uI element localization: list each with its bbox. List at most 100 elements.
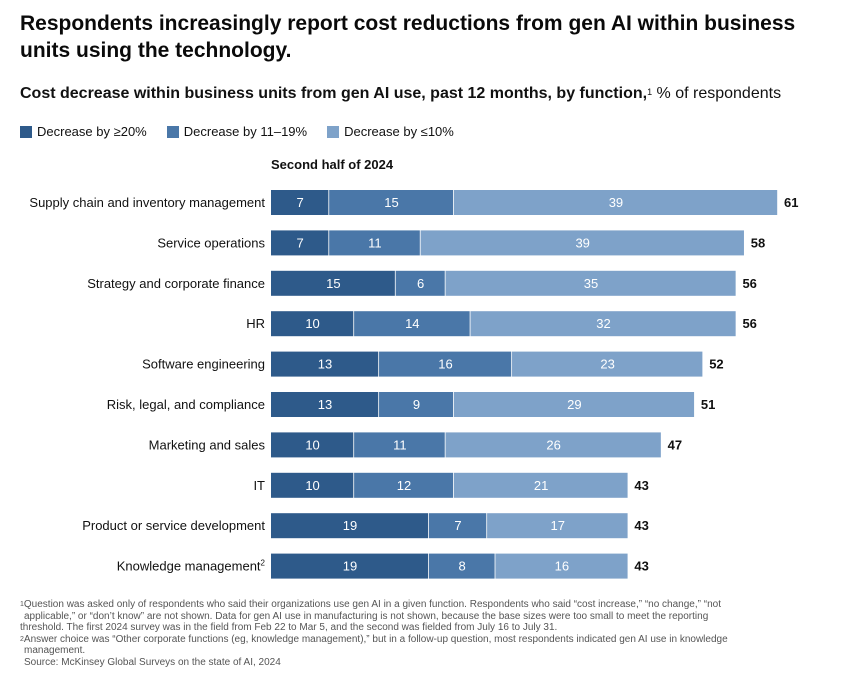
bar-total-label: 43 <box>634 559 648 574</box>
bar-total-label: 56 <box>742 276 756 291</box>
bar-segment <box>420 230 744 256</box>
bar-total-label: 43 <box>634 518 648 533</box>
category-label: Product or service development <box>82 518 265 533</box>
bar-segment <box>445 270 736 296</box>
bar-total-label: 47 <box>668 437 682 452</box>
bar-segment <box>271 351 379 377</box>
bar-value-label: 7 <box>454 518 461 533</box>
bar-value-label: 19 <box>343 559 357 574</box>
bar-segment <box>453 472 628 498</box>
bar-segment <box>453 190 778 215</box>
category-label: HR <box>246 316 265 331</box>
bar-segment <box>428 553 495 579</box>
bar-value-label: 6 <box>417 276 424 291</box>
bar-segment <box>453 392 695 417</box>
bar-total-label: 58 <box>751 235 765 250</box>
subtitle-main: Cost decrease within business units from… <box>20 85 648 102</box>
bar-value-label: 35 <box>584 276 598 291</box>
bar-value-label: 15 <box>326 276 340 291</box>
legend-label: Decrease by 11–19% <box>183 124 308 139</box>
bar-segment <box>271 311 354 337</box>
legend-swatch-light <box>327 126 340 138</box>
legend: Decrease by ≥20% Decrease by 11–19% Decr… <box>20 124 474 140</box>
bar-value-label: 7 <box>296 235 303 250</box>
legend-item-decrease-10-or-less: Decrease by ≤10% <box>327 124 454 140</box>
bar-value-label: 15 <box>384 195 398 210</box>
category-footnote-marker: 2 <box>261 559 266 568</box>
bar-value-label: 11 <box>393 437 407 452</box>
bar-segment <box>271 392 379 417</box>
period-label: Second half of 2024 <box>271 157 394 172</box>
bar-value-label: 21 <box>534 478 548 493</box>
footnote-1-line-3: threshold. The first 2024 survey was in … <box>20 622 558 633</box>
bar-segment <box>379 392 454 417</box>
category-label: IT <box>253 478 265 493</box>
bar-value-label: 12 <box>397 478 411 493</box>
bar-value-label: 7 <box>296 195 303 210</box>
bar-total-label: 43 <box>634 478 648 493</box>
bar-value-label: 26 <box>546 437 560 452</box>
bar-segment <box>487 513 628 539</box>
bar-segment <box>428 513 487 539</box>
bar-segment <box>512 351 703 377</box>
bar-segment <box>271 190 329 215</box>
footnotes: 1Question was asked only of respondents … <box>20 599 820 668</box>
bar-value-label: 10 <box>305 316 319 331</box>
legend-label: Decrease by ≥20% <box>37 124 147 139</box>
bar-value-label: 13 <box>318 357 332 372</box>
category-label: Risk, legal, and compliance <box>107 397 265 412</box>
bar-segment <box>271 270 395 296</box>
bar-value-label: 17 <box>551 518 565 533</box>
footnote-1-line-1: Question was asked only of respondents w… <box>23 599 721 610</box>
bar-segment <box>329 190 454 215</box>
footnote-2-line-1: Answer choice was “Other corporate funct… <box>23 633 728 645</box>
footnote-2-marker: 2 <box>20 635 24 643</box>
bar-segment <box>271 230 329 256</box>
bar-segment <box>271 553 429 579</box>
subtitle-unit: % of respondents <box>652 85 782 102</box>
bar-segment <box>271 432 354 458</box>
bar-segment <box>354 311 470 337</box>
bar-total-label: 51 <box>701 397 715 412</box>
bar-segment <box>395 270 445 296</box>
category-label: Knowledge management2 <box>117 559 266 574</box>
bar-value-label: 11 <box>368 235 382 250</box>
bar-value-label: 16 <box>438 357 452 372</box>
legend-swatch-dark <box>20 126 32 138</box>
bar-value-label: 13 <box>318 397 332 412</box>
chart-subtitle: Cost decrease within business units from… <box>20 84 781 104</box>
bar-value-label: 16 <box>555 559 569 574</box>
bar-value-label: 32 <box>596 316 610 331</box>
footnote-2-line-2: management. <box>24 645 86 656</box>
category-label: Software engineering <box>142 357 265 372</box>
bar-segment <box>271 472 354 498</box>
bar-segment <box>354 472 454 498</box>
bar-segment <box>445 432 661 458</box>
footnote-1-line-2: applicable,” or “don’t know” are not sho… <box>24 610 709 622</box>
bar-value-label: 14 <box>405 316 419 331</box>
bar-value-label: 10 <box>305 478 319 493</box>
bar-value-label: 39 <box>609 195 623 210</box>
bar-value-label: 29 <box>567 397 581 412</box>
bar-value-label: 39 <box>575 235 589 250</box>
source-note: Source: McKinsey Global Surveys on the s… <box>24 656 281 668</box>
bar-total-label: 56 <box>742 316 756 331</box>
bar-total-label: 61 <box>784 195 798 210</box>
bar-value-label: 9 <box>413 397 420 412</box>
bar-segment <box>354 432 445 458</box>
legend-label: Decrease by ≤10% <box>344 124 454 139</box>
category-label: Strategy and corporate finance <box>87 276 265 291</box>
footnote-1-marker: 1 <box>20 601 24 608</box>
bar-value-label: 10 <box>305 437 319 452</box>
bar-segment <box>379 351 512 377</box>
legend-item-decrease-20-plus: Decrease by ≥20% <box>20 124 147 140</box>
subtitle-footnote-marker: 1 <box>647 87 653 97</box>
category-label: Supply chain and inventory management <box>29 195 265 210</box>
stacked-bar-chart: Supply chain and inventory management 7 15… <box>29 190 798 579</box>
chart-title: Respondents increasingly report cost red… <box>20 12 796 62</box>
bar-total-label: 52 <box>709 357 723 372</box>
bar-value-label: 19 <box>343 518 357 533</box>
category-label: Service operations <box>157 235 265 250</box>
bar-value-label: 23 <box>600 357 614 372</box>
bar-segment <box>495 553 628 579</box>
